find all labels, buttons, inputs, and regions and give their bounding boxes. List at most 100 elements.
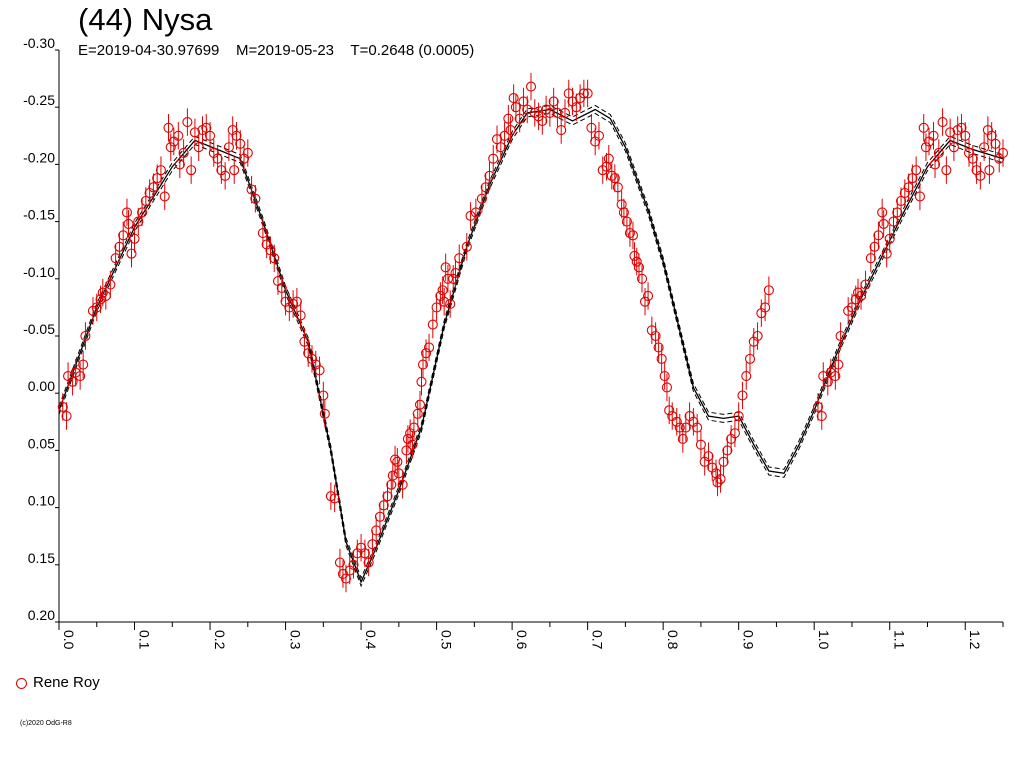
data-point [544,107,555,118]
data-point [903,182,914,193]
model-curve-dashed-lower [58,112,1004,588]
legend-label-observer: Rene Roy [33,674,100,691]
data-point [427,319,438,330]
data-point [212,153,223,164]
data-point [382,491,393,502]
data-point [414,399,426,410]
data-point [174,159,185,170]
legend: Rene Roy [16,674,100,692]
data-point [407,439,418,450]
data-point [578,88,589,99]
data-point [718,456,729,467]
data-point [378,500,389,511]
data-point [986,130,997,141]
data-point [763,285,774,296]
data-point [480,182,491,193]
y-tick-label: -0.15 [23,207,55,223]
data-point [833,359,844,370]
data-point [265,245,276,256]
data-point [606,170,617,181]
data-point [363,557,374,568]
data-point [514,113,525,124]
data-point [928,130,939,141]
y-tick-label: 0.10 [28,493,55,509]
data-point [967,153,978,164]
data-point [860,279,871,290]
data-point [319,408,330,419]
data-point [91,302,102,313]
data-point [722,445,733,456]
data-point [537,115,548,126]
data-point [571,102,582,113]
data-point [933,147,944,159]
data-point [752,330,763,342]
legend-marker-circle [16,677,27,689]
data-point [223,142,234,153]
data-point [280,296,291,307]
data-point [201,122,212,133]
data-point [118,230,129,241]
data-point [846,302,858,313]
data-point [878,218,889,229]
data-point [650,330,661,342]
data-point [852,287,864,298]
data-point [334,557,345,568]
data-point [624,227,635,239]
data-point [393,468,404,479]
data-point [508,92,519,104]
data-point [484,170,495,181]
data-point [276,282,287,294]
y-tick-label: 0.15 [28,550,55,566]
data-point [609,173,620,184]
data-point [374,511,386,522]
data-point [431,302,442,313]
data-point [636,273,648,284]
y-tick-label: 0.20 [28,607,55,623]
x-tick-label: 0.9 [741,630,757,650]
data-point [892,207,903,218]
data-point [684,411,695,422]
data-point [994,153,1005,164]
data-point [269,253,280,264]
data-point [371,525,382,536]
y-tick-label: -0.30 [23,35,55,51]
data-point [729,428,740,439]
data-point [178,147,189,159]
data-point [246,184,257,195]
data-point [231,130,242,141]
data-point [110,253,121,264]
data-point [416,376,427,387]
data-point [186,165,197,176]
data-point [450,268,461,279]
data-point [189,127,200,138]
data-point [548,96,559,107]
data-point [314,365,325,376]
data-point [960,130,971,141]
data-point [140,195,151,207]
data-point [470,207,481,218]
data-point [914,191,925,202]
data-point [627,230,639,241]
data-point [941,165,952,176]
data-point [148,182,159,193]
data-point [664,405,675,416]
data-point [556,125,567,136]
data-point [159,191,170,202]
data-point [250,193,261,204]
data-point [503,113,514,124]
data-point [621,216,632,227]
data-point [78,359,89,370]
data-point [741,370,752,382]
data-point [646,325,657,336]
data-point [748,336,759,347]
data-point [340,573,352,584]
data-point [344,565,355,576]
data-point [257,227,268,239]
data-point [984,165,995,176]
data-point [238,153,250,164]
y-tick-label: 0.00 [28,378,55,394]
data-point [639,296,651,307]
x-tick-label: 1.2 [967,630,983,650]
data-point [97,287,108,298]
